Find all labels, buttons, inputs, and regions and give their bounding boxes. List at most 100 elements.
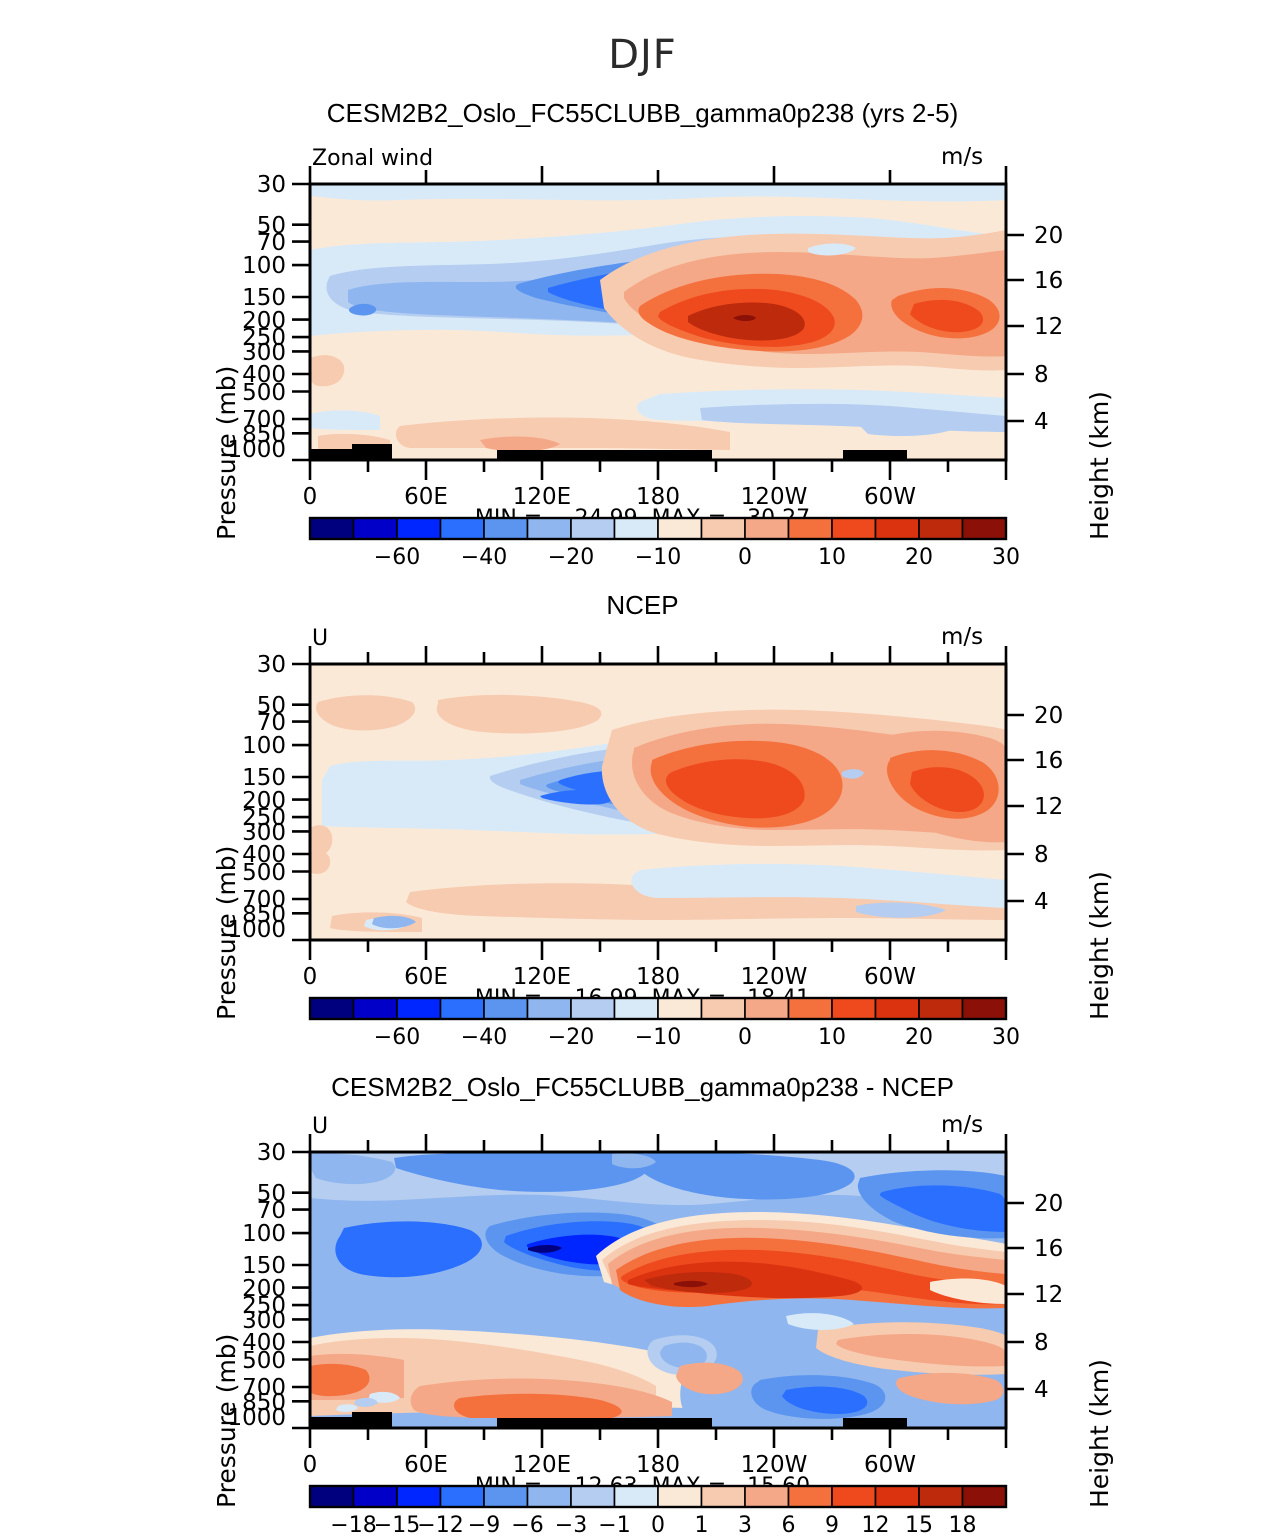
height-tick-8-diff: 8 (1034, 1330, 1049, 1356)
colorbar-diff (308, 1484, 1008, 1509)
topography-mask-model (310, 444, 907, 460)
contour-field-model (310, 184, 1006, 460)
panel-obs-units: m/s (941, 624, 984, 650)
height-ticks-obs (1006, 713, 1024, 903)
colorbar-segment (657, 1485, 703, 1508)
colorbar-segment (787, 1485, 833, 1508)
colorbar-segment (526, 517, 572, 540)
colorbar-segment (831, 1485, 877, 1508)
colorbar-segment (309, 997, 355, 1020)
colorbar-segment (744, 1485, 790, 1508)
colorbar-model (308, 516, 1008, 541)
pressure-tick-500: 500 (242, 380, 286, 406)
pressure-tick-700-diff: 700 (242, 1375, 286, 1401)
x-tick-60W-obs: 60W (863, 964, 916, 990)
colorbar-segment (787, 997, 833, 1020)
pressure-tick-50: 50 (256, 213, 286, 239)
colorbar-segment (352, 997, 398, 1020)
panel-model-plot (292, 166, 1024, 480)
colorbar-segment (439, 517, 485, 540)
pressure-tick-100-diff: 100 (242, 1221, 286, 1247)
pressure-tick-1000-obs: 1000 (227, 917, 286, 943)
pressure-tick-250: 250 (242, 325, 286, 351)
colorbar-tick-label: 20 (905, 545, 933, 570)
panel-title-obs: NCEP (606, 590, 679, 620)
bottom-ticks-model (308, 460, 1008, 480)
pressure-tick-100-obs: 100 (242, 733, 286, 759)
colorbar-segment (570, 517, 616, 540)
pressure-tick-700-obs: 700 (242, 887, 286, 913)
height-tick-8-obs: 8 (1034, 842, 1049, 868)
colorbar-segment (439, 997, 485, 1020)
pressure-tick-300: 300 (242, 340, 286, 366)
colorbar-tick-label: −20 (547, 1025, 595, 1050)
height-tick-16-obs: 16 (1034, 748, 1064, 774)
pressure-tick-50-diff: 50 (256, 1181, 286, 1207)
x-tick-120E-obs: 120E (512, 964, 572, 990)
colorbar-tick-label: −10 (634, 1025, 682, 1050)
height-tick-16-diff: 16 (1034, 1236, 1064, 1262)
x-tick-120W-diff: 120W (740, 1452, 808, 1478)
pressure-tick-1000: 1000 (227, 437, 286, 463)
x-tick-120E: 120E (512, 484, 572, 510)
panel-diff: U m/s Pressure (mb) Height (km) (0, 1108, 1285, 1538)
colorbar-segment (526, 1485, 572, 1508)
colorbar-segment (352, 517, 398, 540)
pressure-tick-150-obs: 150 (242, 765, 286, 791)
height-tick-12-obs: 12 (1034, 794, 1064, 820)
topography-mask-diff (310, 1412, 907, 1428)
pressure-tick-100: 100 (242, 253, 286, 279)
pressure-tick-700: 700 (242, 407, 286, 433)
pressure-tick-200: 200 (242, 308, 286, 334)
height-tick-20-diff: 20 (1034, 1191, 1064, 1217)
colorbar-tick-label: 10 (818, 545, 846, 570)
panel-model-units: m/s (941, 144, 984, 170)
colorbar-segment (309, 1485, 355, 1508)
colorbar-segment (657, 997, 703, 1020)
pressure-tick-500-diff: 500 (242, 1348, 286, 1374)
height-ticks-diff (1006, 1201, 1024, 1391)
colorbar-obs (308, 996, 1008, 1021)
x-tick-120W-obs: 120W (740, 964, 808, 990)
panel-diff-units: m/s (941, 1112, 984, 1138)
pressure-tick-850-diff: 850 (242, 1390, 286, 1416)
colorbar-tick-label: −40 (460, 1025, 508, 1050)
x-tick-180-diff: 180 (636, 1452, 680, 1478)
colorbar-tick-label: 10 (818, 1025, 846, 1050)
colorbar-segment (744, 517, 790, 540)
colorbar-tick-label: 18 (948, 1513, 977, 1538)
colorbar-segment (570, 1485, 616, 1508)
pressure-tick-30: 30 (256, 172, 286, 198)
x-tick-60W: 60W (863, 484, 916, 510)
top-ticks-obs (308, 646, 1008, 664)
height-tick-4-obs: 4 (1034, 889, 1049, 915)
colorbar-segment (570, 997, 616, 1020)
colorbar-segment (961, 997, 1007, 1020)
colorbar-tick-label: 20 (905, 1025, 933, 1050)
x-tick-60E-obs: 60E (404, 964, 448, 990)
colorbar-segment (744, 997, 790, 1020)
pressure-tick-200-diff: 200 (242, 1276, 286, 1302)
pressure-tick-30-diff: 30 (256, 1140, 286, 1166)
pressure-tick-70-diff: 70 (256, 1198, 286, 1224)
panel-obs-corner-label: U (312, 626, 329, 651)
height-tick-4-diff: 4 (1034, 1377, 1049, 1403)
panel-model-corner-label: Zonal wind (312, 146, 434, 171)
x-tick-0: 0 (302, 484, 318, 510)
colorbar-tick-label: 0 (738, 1025, 752, 1050)
colorbar-segment (961, 517, 1007, 540)
x-tick-60E: 60E (404, 484, 448, 510)
colorbar-segment (874, 517, 920, 540)
pressure-tick-400: 400 (242, 362, 286, 388)
colorbar-segment (483, 1485, 529, 1508)
pressure-tick-850: 850 (242, 422, 286, 448)
pressure-tick-250-obs: 250 (242, 805, 286, 831)
x-tick-0-diff: 0 (302, 1452, 318, 1478)
colorbar-segment (831, 997, 877, 1020)
x-tick-180: 180 (636, 484, 680, 510)
colorbar-segment (613, 517, 659, 540)
panel-diff-plot (292, 1134, 1024, 1448)
colorbar-segment (787, 517, 833, 540)
height-tick-12: 12 (1034, 314, 1064, 340)
colorbar-segment (874, 997, 920, 1020)
